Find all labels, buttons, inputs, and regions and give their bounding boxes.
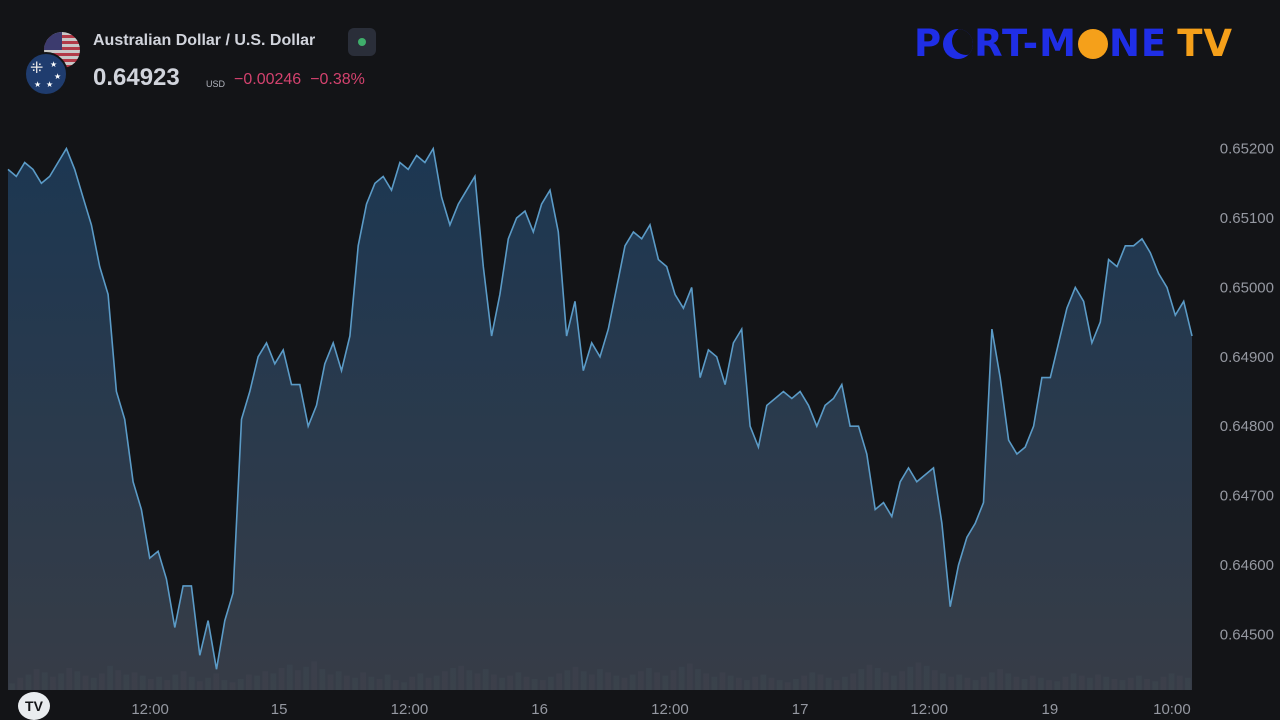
x-tick-label: 12:00 (391, 701, 429, 718)
sun-icon (1077, 29, 1108, 59)
x-tick-label: 12:00 (651, 701, 689, 718)
status-dot-icon (358, 38, 366, 46)
x-tick-label: 19 (1042, 701, 1059, 718)
y-tick-label: 0.64900 (1220, 349, 1274, 366)
change-value: −0.00246 (234, 71, 302, 88)
price-change: −0.00246 −0.38% (234, 71, 365, 89)
x-tick-label: 12:00 (910, 701, 948, 718)
y-tick-label: 0.65100 (1220, 210, 1274, 227)
x-tick-label: 15 (271, 701, 288, 718)
x-tick-label: 10:00 (1153, 701, 1191, 718)
price-area (8, 148, 1192, 691)
australia-flag-icon: ⁜ ★ ★ ★ ★ (24, 52, 68, 96)
y-tick-label: 0.64800 (1220, 418, 1274, 435)
y-tick-label: 0.64700 (1220, 488, 1274, 505)
moon-icon (943, 29, 974, 59)
x-tick-label: 17 (792, 701, 809, 718)
last-price: 0.64923 (93, 64, 180, 91)
symbol-name[interactable]: Australian Dollar / U.S. Dollar (93, 32, 316, 49)
y-tick-label: 0.64600 (1220, 557, 1274, 574)
x-tick-label: 12:00 (131, 701, 169, 718)
currency-label: USD (206, 79, 226, 89)
y-tick-label: 0.65200 (1220, 141, 1274, 158)
y-tick-label: 0.64500 (1220, 627, 1274, 644)
market-status-badge[interactable] (348, 28, 376, 56)
x-tick-label: 16 (531, 701, 548, 718)
tradingview-logo[interactable]: TV (18, 692, 50, 720)
currency-flags[interactable]: ⁜ ★ ★ ★ ★ (24, 32, 82, 96)
port-mone-tv-watermark: P RT-M NE TV (914, 22, 1234, 65)
y-tick-label: 0.65000 (1220, 279, 1274, 296)
change-percent: −0.38% (310, 71, 365, 88)
price-line (7, 146, 1193, 670)
